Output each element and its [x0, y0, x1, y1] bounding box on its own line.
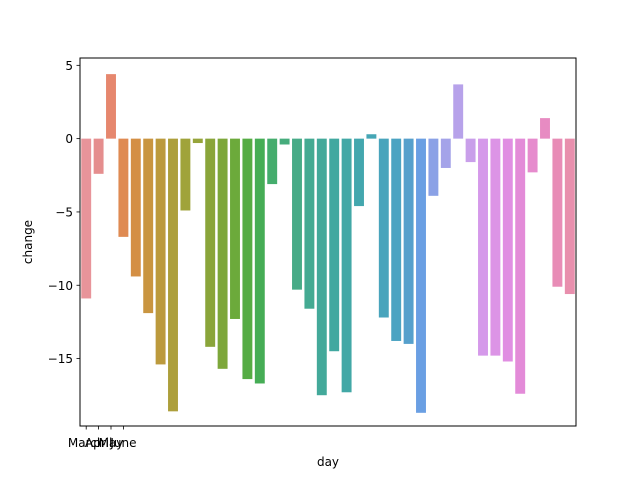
- x-tick-label: May: [99, 436, 124, 450]
- bar: [242, 138, 253, 380]
- bar: [354, 138, 364, 207]
- bar: [403, 138, 414, 344]
- y-tick-label: 0: [65, 132, 73, 146]
- bar: [254, 138, 265, 384]
- bar: [391, 138, 402, 341]
- bar: [81, 138, 92, 299]
- bar: [440, 138, 451, 168]
- bars-group: [81, 74, 575, 413]
- bar: [527, 138, 538, 173]
- bar: [217, 138, 228, 369]
- bar: [118, 138, 129, 237]
- bar: [205, 138, 216, 347]
- bar: [267, 138, 278, 185]
- bar: [304, 138, 315, 309]
- bar: [540, 118, 550, 139]
- bar: [279, 138, 290, 145]
- bar: [502, 138, 513, 362]
- bar: [490, 138, 501, 356]
- bar: [564, 138, 575, 295]
- bar: [192, 138, 203, 144]
- x-tick-label: June: [109, 436, 136, 450]
- bar: [130, 138, 141, 277]
- bar: [552, 138, 563, 287]
- bar: [180, 138, 191, 211]
- bar: [453, 84, 464, 139]
- bar: [292, 138, 302, 290]
- y-axis: 5 0 −5 −10 −15: [48, 59, 80, 366]
- y-axis-label: change: [21, 220, 35, 264]
- bar: [329, 138, 340, 352]
- y-tick-label: −15: [48, 352, 73, 366]
- bar: [93, 138, 104, 174]
- bar: [515, 138, 526, 394]
- plot-frame: [79, 57, 577, 427]
- bar: [168, 138, 178, 412]
- bar: [106, 74, 116, 139]
- bar: [378, 138, 389, 318]
- y-tick-label: 5: [65, 59, 73, 73]
- x-axis-label: day: [317, 455, 339, 469]
- bar: [341, 138, 352, 393]
- bar: [465, 138, 476, 163]
- bar: [143, 138, 154, 314]
- bar: [478, 138, 488, 356]
- x-tick-label: March: [68, 436, 105, 450]
- x-tick-label: April: [85, 436, 112, 450]
- y-tick-label: −10: [48, 279, 73, 293]
- bar: [366, 134, 377, 139]
- bar: [428, 138, 439, 196]
- bar: [230, 138, 240, 319]
- bar: [416, 138, 426, 413]
- bar: [316, 138, 327, 396]
- y-tick-label: −5: [55, 205, 73, 219]
- bar: [155, 138, 166, 365]
